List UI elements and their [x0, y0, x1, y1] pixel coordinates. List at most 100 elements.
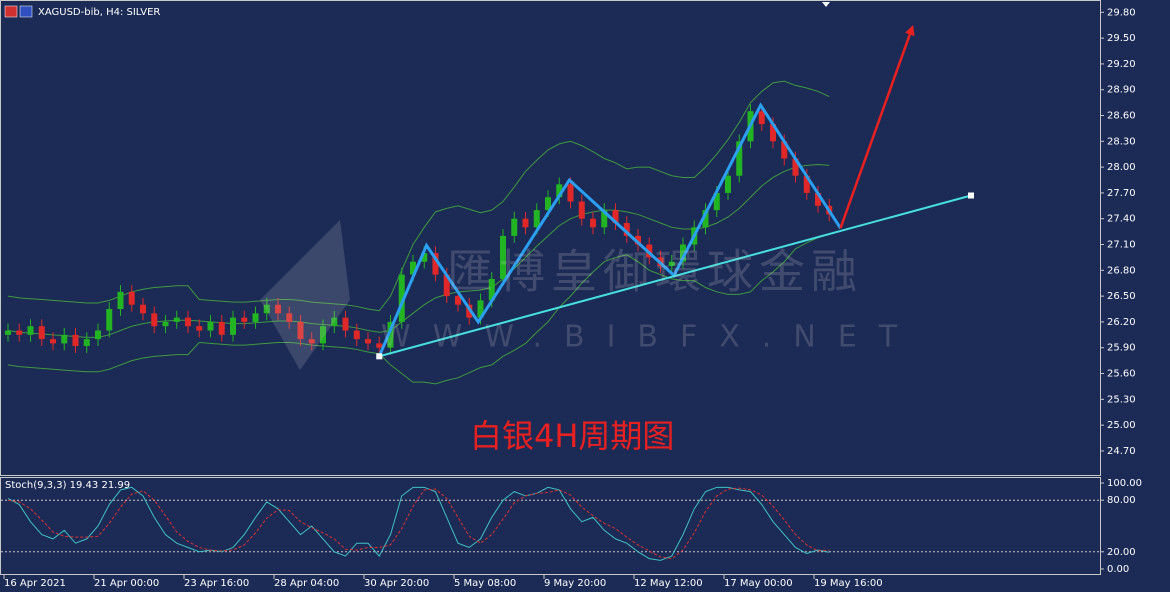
candle-body [140, 304, 146, 314]
drawing-trendline [378, 194, 972, 358]
x-tick-label: 16 Apr 2021 [4, 578, 66, 589]
candle-body [421, 253, 428, 262]
candle-body [16, 330, 23, 335]
candle-body [500, 235, 506, 279]
anchor-point [968, 192, 974, 199]
candle-body [556, 184, 563, 198]
candle-body [770, 124, 776, 142]
bollinger-lower [7, 233, 830, 385]
watermark-url: WWW.BIBFX.NET [381, 320, 919, 355]
candle-body [353, 330, 360, 340]
y-tick-label: 25.00 [1107, 420, 1136, 431]
candle-body [623, 223, 630, 236]
candle-body [758, 111, 765, 125]
candle-body [443, 274, 450, 297]
candle-body [567, 184, 574, 202]
bollinger-upper [7, 80, 830, 312]
candle-body [410, 261, 416, 275]
x-tick-label: 21 Apr 00:00 [94, 578, 159, 589]
candle-body [815, 192, 821, 206]
candle-body [72, 334, 79, 346]
y-tick-label: 28.00 [1107, 162, 1136, 173]
candle-body [95, 330, 101, 340]
stoch-line [7, 487, 830, 560]
candle-body [252, 313, 259, 322]
x-tick-label: 28 Apr 04:00 [274, 578, 339, 589]
candle-body [455, 296, 461, 305]
y-tick-label: 25.30 [1107, 394, 1136, 405]
y-tick-label: 26.80 [1107, 265, 1136, 276]
y-tick-label: 24.70 [1107, 446, 1136, 457]
drawing-arrow [839, 25, 915, 229]
drawing-polyline [377, 102, 842, 357]
candle-body [196, 326, 203, 331]
candle-body [61, 334, 68, 344]
x-tick-label: 9 May 20:00 [544, 578, 606, 589]
candle-body [83, 339, 90, 346]
candle-body [736, 141, 743, 176]
anchor-point [376, 353, 383, 360]
candle-body [106, 309, 113, 331]
caption: 白银4H周期图 [470, 417, 674, 455]
candle-body [128, 291, 135, 305]
watermark-text: 匯博皇御環球金融 [447, 245, 863, 299]
y-tick-label: 28.30 [1107, 136, 1136, 147]
candle-body [533, 210, 540, 228]
y-tick-label: 27.70 [1107, 188, 1136, 199]
y-tick-label: 27.40 [1107, 214, 1136, 225]
y-tick-label: 0.00 [1107, 564, 1129, 575]
candle-body [342, 317, 349, 331]
symbol-icon [4, 5, 18, 18]
candle-body [713, 192, 720, 211]
candle-body [263, 304, 270, 314]
candle-body [286, 313, 293, 322]
candle-body [320, 326, 326, 344]
candle-body [275, 304, 281, 314]
candle-body [680, 244, 686, 262]
candle-body [241, 317, 248, 322]
y-tick-label: 28.90 [1107, 85, 1136, 96]
candle-body [50, 339, 56, 344]
x-tick-label: 19 May 16:00 [814, 578, 883, 589]
candle-body [612, 210, 619, 224]
candle-body [207, 321, 214, 331]
y-tick-label: 25.90 [1107, 343, 1136, 354]
candle-body [635, 235, 641, 245]
candle-body [297, 321, 304, 340]
candle-body [725, 175, 731, 193]
candle-body [702, 210, 709, 228]
candle-body [668, 261, 675, 267]
candle-body [477, 300, 484, 318]
candle-body [432, 253, 439, 275]
watermark-logo [260, 220, 350, 370]
y-tick-label: 29.50 [1107, 33, 1136, 44]
candle-body [376, 343, 383, 348]
y-tick-label: 26.20 [1107, 317, 1136, 328]
candle-body [117, 291, 124, 310]
candle-body [803, 175, 810, 193]
candle-body [601, 210, 608, 228]
stoch-line [7, 486, 830, 561]
y-tick-label: 29.20 [1107, 59, 1136, 70]
candle-body [590, 218, 596, 228]
candle-body [162, 321, 169, 327]
y-tick-label: 80.00 [1107, 495, 1136, 506]
candle-body [5, 330, 11, 335]
candle-body [545, 197, 551, 211]
candle-body [173, 317, 180, 322]
x-tick-label: 17 May 00:00 [724, 578, 793, 589]
candle-body [38, 326, 45, 340]
candle-body [230, 317, 236, 335]
candle-body [218, 321, 225, 335]
x-tick-label: 12 May 12:00 [634, 578, 703, 589]
candle-body [365, 339, 371, 344]
candle-body [387, 321, 394, 348]
candle-body [331, 317, 338, 327]
symbol-icon [19, 5, 33, 18]
shift-marker [822, 2, 830, 7]
y-tick-label: 28.60 [1107, 111, 1136, 122]
candle-body [522, 218, 529, 228]
candle-body [151, 313, 158, 327]
x-tick-label: 5 May 08:00 [454, 578, 516, 589]
x-tick-label: 30 Apr 20:00 [364, 578, 429, 589]
